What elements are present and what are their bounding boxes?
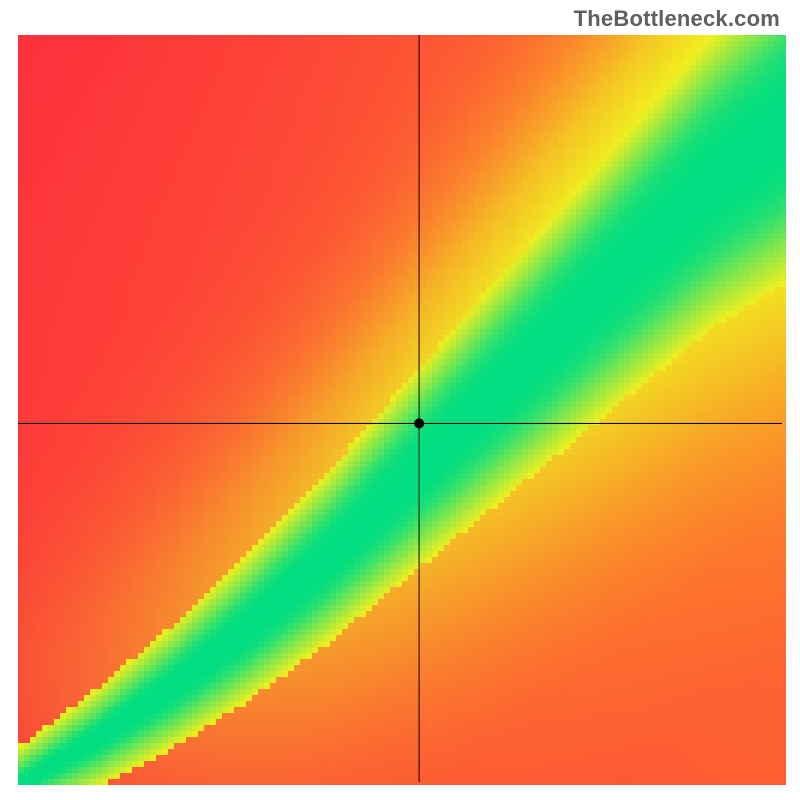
chart-container: TheBottleneck.com [0, 0, 800, 800]
watermark-text: TheBottleneck.com [574, 6, 780, 32]
heatmap-canvas [0, 0, 800, 800]
